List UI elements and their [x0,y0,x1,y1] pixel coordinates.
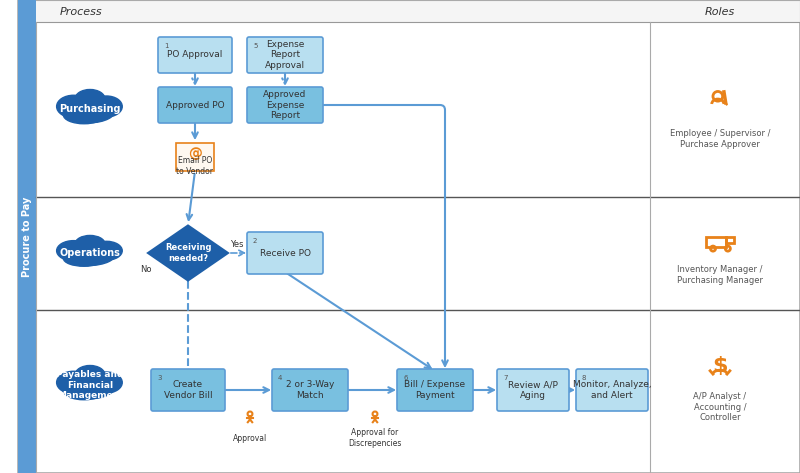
Polygon shape [148,226,228,280]
Text: Approved PO: Approved PO [166,100,224,110]
Text: Process: Process [60,7,102,17]
Ellipse shape [75,89,105,108]
Text: Create
Vendor Bill: Create Vendor Bill [164,380,212,400]
Text: No: No [140,264,152,273]
Text: Approval: Approval [233,433,267,443]
Text: Approved
Expense
Report: Approved Expense Report [263,90,306,120]
Text: Email PO
to Vendor: Email PO to Vendor [177,156,214,175]
Ellipse shape [64,241,116,265]
Text: 4: 4 [278,375,282,381]
FancyBboxPatch shape [247,37,323,73]
FancyBboxPatch shape [247,232,323,274]
Text: 7: 7 [503,375,507,381]
Ellipse shape [57,371,90,394]
Text: Procure to Pay: Procure to Pay [22,197,32,277]
Ellipse shape [63,382,105,400]
Text: 1: 1 [164,43,169,49]
Text: Monitor, Analyze,
and Alert: Monitor, Analyze, and Alert [573,380,651,400]
FancyBboxPatch shape [272,369,348,411]
Text: Receive PO: Receive PO [259,248,310,257]
FancyBboxPatch shape [247,87,323,123]
Text: $: $ [712,356,728,377]
Bar [36,0,800,22]
Ellipse shape [75,236,105,253]
FancyBboxPatch shape [176,143,214,171]
Ellipse shape [57,95,90,118]
Ellipse shape [63,106,105,124]
FancyBboxPatch shape [576,369,648,411]
Ellipse shape [57,241,90,261]
Ellipse shape [90,372,122,393]
Text: Expense
Report
Approval: Expense Report Approval [265,40,305,70]
Text: @: @ [188,147,202,161]
Ellipse shape [64,371,116,399]
Text: Employee / Supervisor /
Purchase Approver: Employee / Supervisor / Purchase Approve… [670,129,770,149]
Ellipse shape [90,96,122,117]
Text: Bill / Expense
Payment: Bill / Expense Payment [405,380,466,400]
Ellipse shape [75,366,105,385]
Text: Purchasing: Purchasing [59,104,121,114]
Text: Yes: Yes [230,240,243,249]
Ellipse shape [90,241,122,260]
Text: 2 or 3-Way
Match: 2 or 3-Way Match [286,380,334,400]
Ellipse shape [64,95,116,123]
Text: 2: 2 [253,238,258,244]
Text: 8: 8 [582,375,586,381]
Text: Approval for
Discrepencies: Approval for Discrepencies [348,428,402,448]
Text: Roles: Roles [705,7,735,17]
Ellipse shape [63,251,105,266]
FancyBboxPatch shape [151,369,225,411]
Text: Receiving
needed?: Receiving needed? [165,243,211,263]
Bar [18,0,36,473]
Text: A/P Analyst /
Accounting /
Controller: A/P Analyst / Accounting / Controller [694,392,746,422]
FancyBboxPatch shape [397,369,473,411]
Text: Payables and
Financial
Management: Payables and Financial Management [56,370,124,400]
FancyBboxPatch shape [158,37,232,73]
Text: 3: 3 [157,375,162,381]
Text: Review A/P
Aging: Review A/P Aging [508,380,558,400]
FancyBboxPatch shape [497,369,569,411]
Text: Operations: Operations [59,248,121,258]
FancyBboxPatch shape [158,87,232,123]
Text: 5: 5 [253,43,258,49]
Text: PO Approval: PO Approval [167,51,222,60]
Text: 6: 6 [403,375,407,381]
Text: Inventory Manager /
Purchasing Manager: Inventory Manager / Purchasing Manager [677,265,763,285]
